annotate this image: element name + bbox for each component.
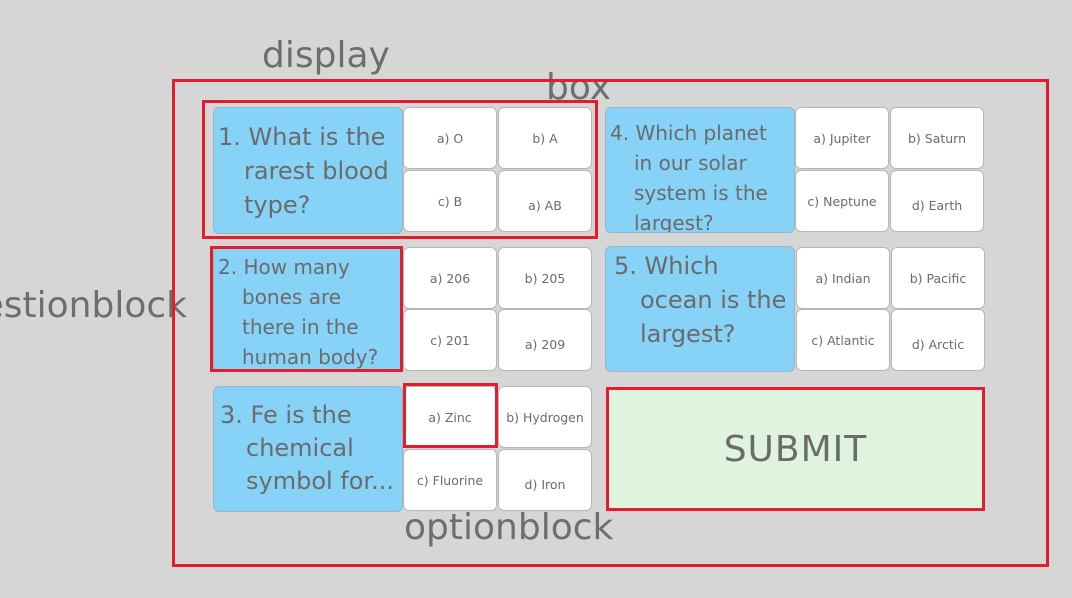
question-5-text: 5. Which ocean is the largest? xyxy=(614,252,787,348)
annotation-box-outline xyxy=(202,100,598,239)
question-4-option-d[interactable]: d) Earth xyxy=(890,170,984,232)
question-1-text: 1. What is the rarest blood type? xyxy=(218,123,389,219)
question-5-option-a[interactable]: a) Indian xyxy=(796,247,890,309)
question-3-option-d[interactable]: d) Iron xyxy=(498,449,592,511)
question-3-block: 3. Fe is the chemical symbol for... xyxy=(213,386,403,512)
question-2-option-d[interactable]: a) 209 xyxy=(498,309,592,371)
question-1-block: 1. What is the rarest blood type? xyxy=(213,107,403,234)
submit-button[interactable]: SUBMIT xyxy=(606,387,985,511)
question-3-option-b[interactable]: b) Hydrogen xyxy=(498,386,592,448)
question-2-block: 2. How many bones are there in the human… xyxy=(213,247,403,372)
question-3-option-c[interactable]: c) Fluorine xyxy=(403,449,497,511)
annotation-optionblock-label: optionblock xyxy=(404,507,614,548)
display-container xyxy=(172,79,1049,567)
question-4-option-b[interactable]: b) Saturn xyxy=(890,107,984,169)
question-5-option-c[interactable]: c) Atlantic xyxy=(796,309,890,371)
question-4-text: 4. Which planet in our solar system is t… xyxy=(610,121,768,233)
question-4-option-c[interactable]: c) Neptune xyxy=(795,170,889,232)
question-3-text: 3. Fe is the chemical symbol for... xyxy=(220,401,394,495)
annotation-display-label: display xyxy=(262,35,390,76)
annotation-questionblock-label: questionblock xyxy=(0,285,187,326)
annotation-box-label: box xyxy=(546,67,612,108)
question-2-option-c[interactable]: c) 201 xyxy=(403,309,497,371)
annotation-questionblock-outline xyxy=(210,246,403,372)
question-5-block: 5. Which ocean is the largest? xyxy=(605,246,795,372)
question-5-option-d[interactable]: d) Arctic xyxy=(891,309,985,371)
question-1-option-d[interactable]: a) AB xyxy=(498,170,592,232)
question-1-option-b[interactable]: b) A xyxy=(498,107,592,169)
question-5-option-b[interactable]: b) Pacific xyxy=(891,247,985,309)
question-2-option-b[interactable]: b) 205 xyxy=(498,247,592,309)
question-2-option-a[interactable]: a) 206 xyxy=(403,247,497,309)
question-2-text: 2. How many bones are there in the human… xyxy=(218,255,379,369)
question-4-option-a[interactable]: a) Jupiter xyxy=(795,107,889,169)
question-1-option-c[interactable]: c) B xyxy=(403,170,497,232)
annotation-optionblock-outline xyxy=(403,383,498,448)
question-4-block: 4. Which planet in our solar system is t… xyxy=(605,107,795,233)
question-1-option-a[interactable]: a) O xyxy=(403,107,497,169)
